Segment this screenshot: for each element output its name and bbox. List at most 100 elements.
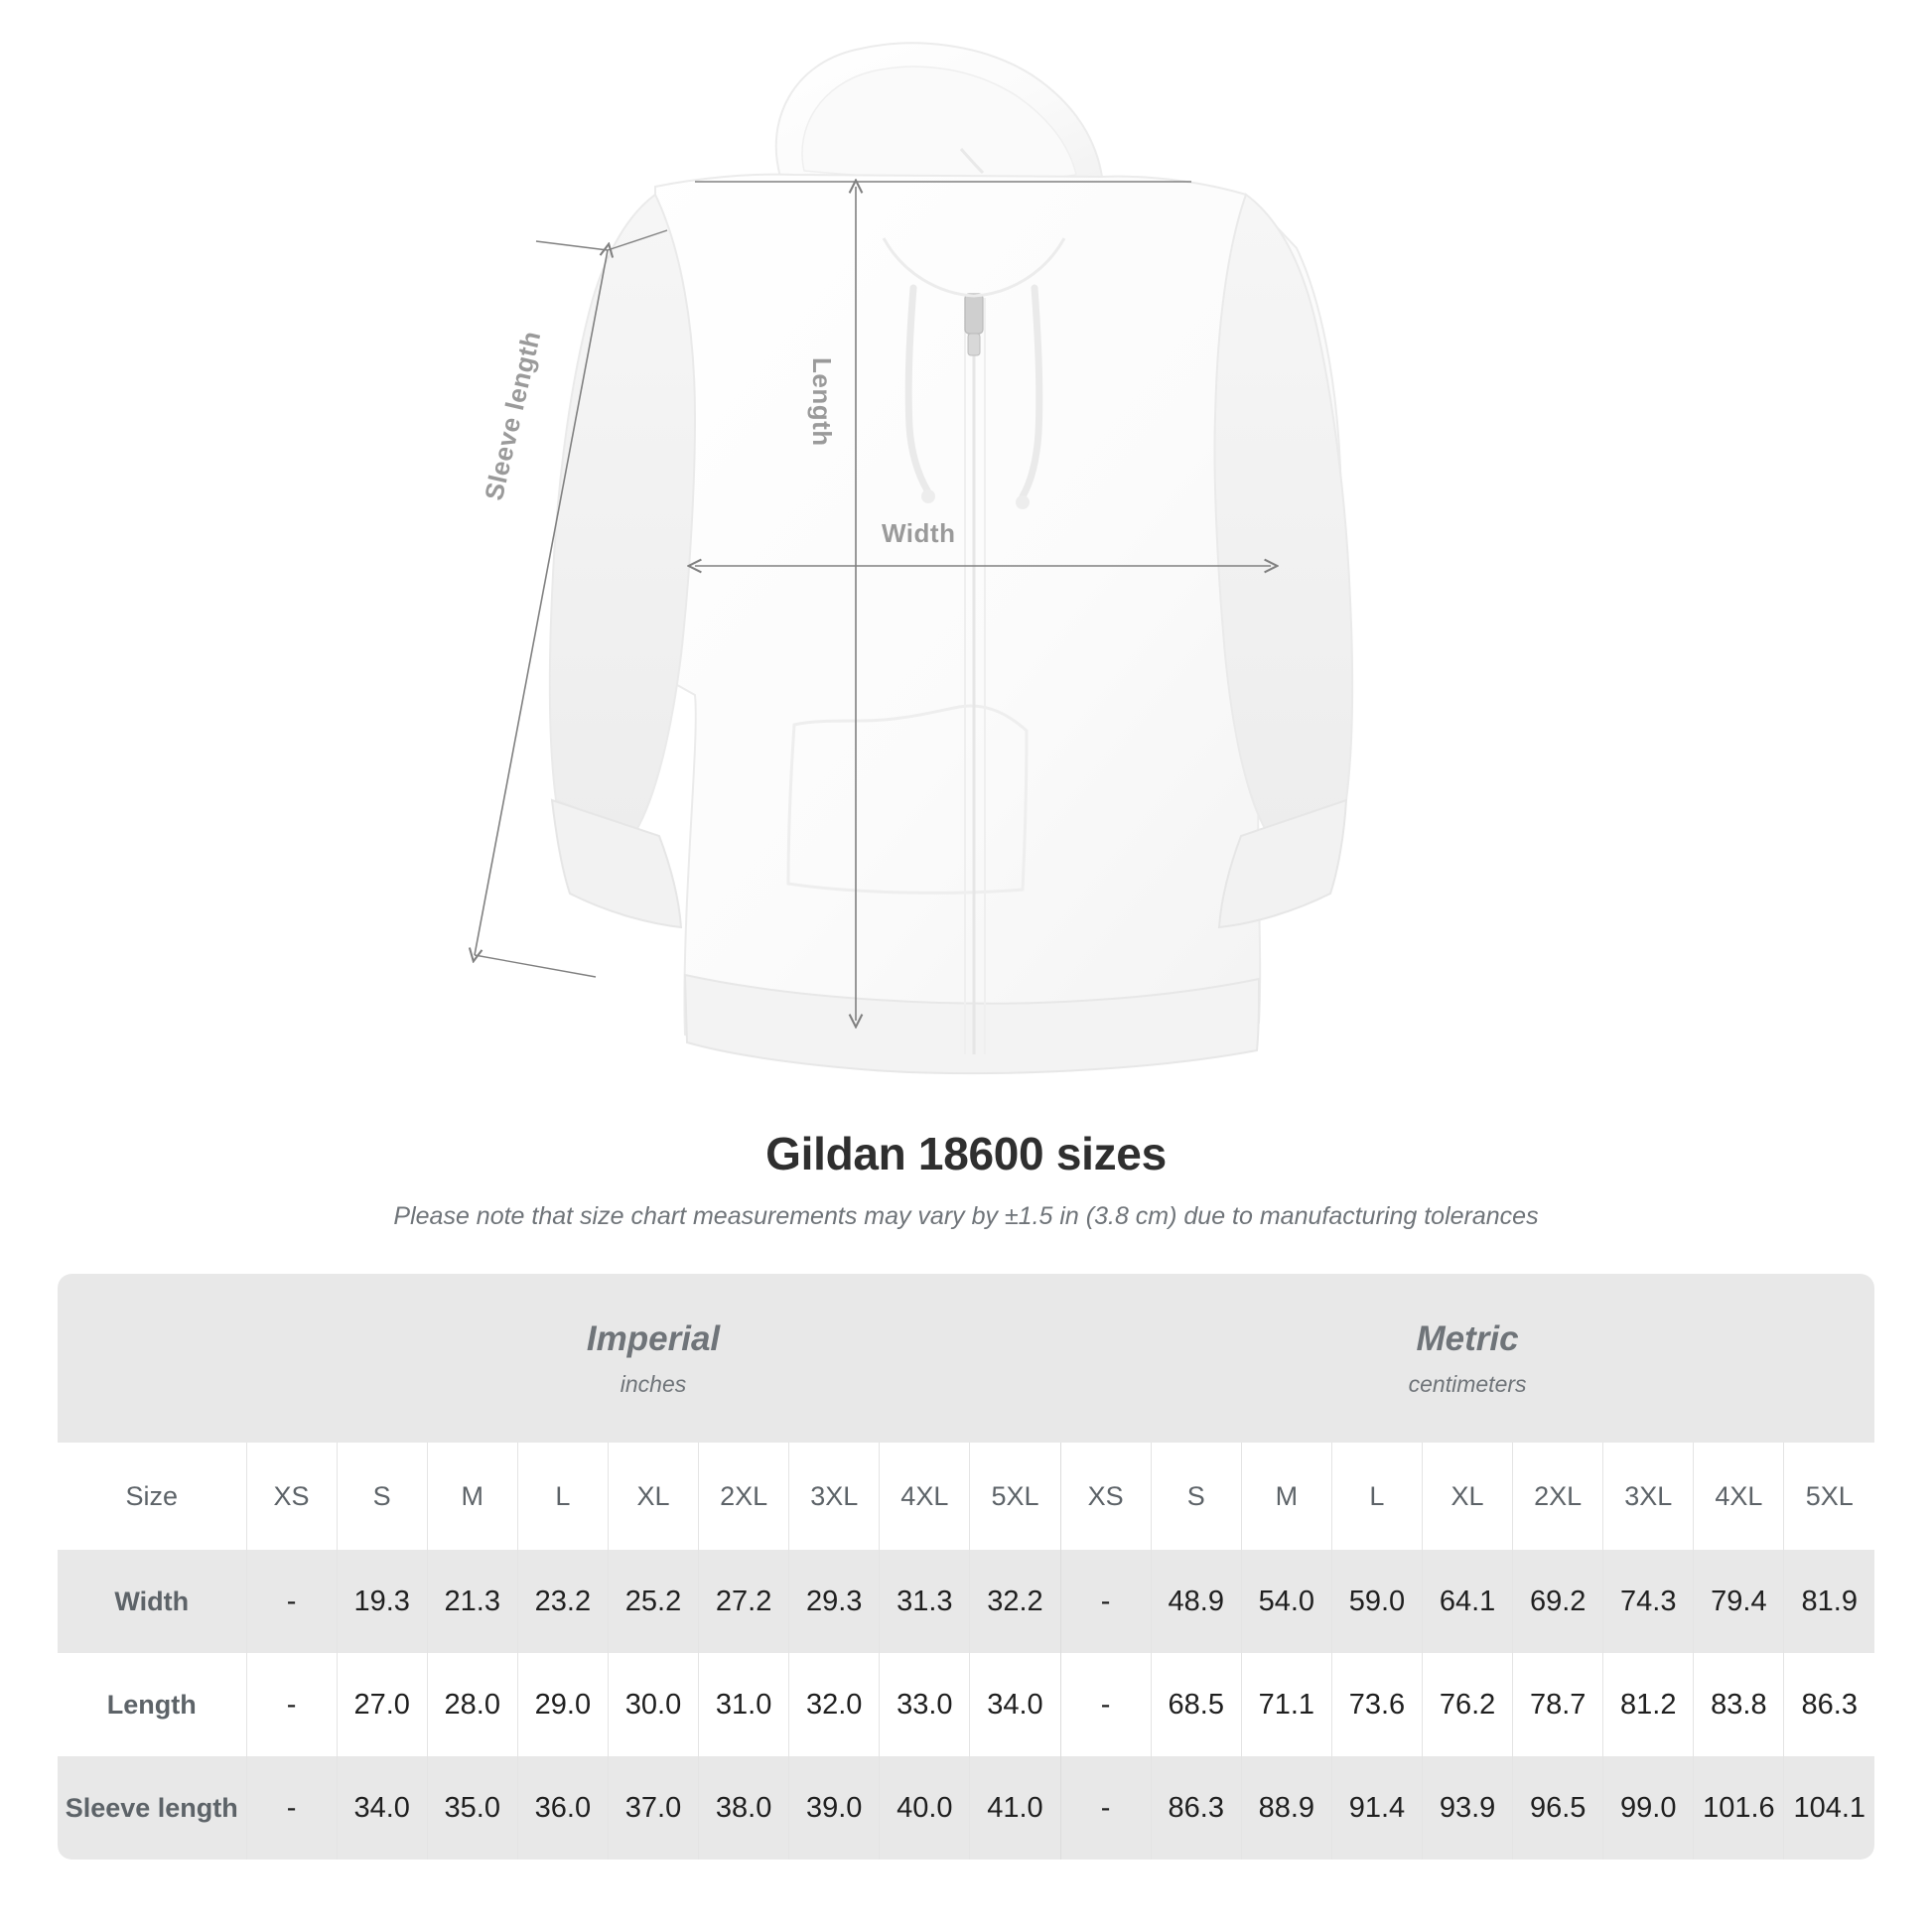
cell-width-imperial-m: 21.3 [426,1550,518,1653]
cell-length-imperial-2xl: 31.0 [698,1653,789,1756]
cell-sleeve-length-metric-3xl: 99.0 [1602,1756,1694,1860]
row-label-length: Length [58,1653,246,1756]
cell-width-metric-xs: - [1059,1550,1152,1653]
cell-width-metric-s: 48.9 [1150,1550,1242,1653]
table-row: Width -19.3 21.3 23.2 25.2 27.2 29.3 31.3 32.2-4… [58,1550,1875,1653]
size-chart-table: Imperial inches Metric centimeters Size XS S M L… [58,1274,1875,1860]
width-dimension-label: Width [882,518,956,548]
length-dimension-label: Length [807,357,837,447]
sleeve-top-tick [607,229,668,251]
cell-sleeve-length-metric-5xl: 104.1 [1783,1756,1875,1860]
cell-width-imperial-xl: 25.2 [607,1550,699,1653]
drawstring-right [1019,284,1043,500]
size-header-metric-4xl: 4XL [1693,1443,1784,1550]
unit-group-subtitle: inches [620,1370,687,1397]
size-header-imperial-m: M [426,1443,518,1550]
table-row: Length -27.0 28.0 29.0 30.0 31.0 32.0 33.0 34.0-… [58,1653,1875,1756]
cell-width-metric-xl: 64.1 [1421,1550,1513,1653]
cell-length-metric-5xl: 86.3 [1783,1653,1875,1756]
cell-length-metric-m: 71.1 [1240,1653,1332,1756]
neckline [882,237,1066,298]
page-title: Gildan 18600 sizes [765,1128,1167,1179]
cell-length-metric-l: 73.6 [1330,1653,1423,1756]
cell-sleeve-length-imperial-xl: 37.0 [607,1756,699,1860]
cell-length-metric-xs: - [1059,1653,1152,1756]
sleeve-right [1213,193,1354,834]
cell-sleeve-length-metric-xs: - [1059,1756,1152,1860]
cell-sleeve-length-metric-l: 91.4 [1330,1756,1423,1860]
row-label-width: Width [58,1550,246,1653]
measurement-guides [475,182,1271,1021]
column-header-row: Size XS S M L XL 2XL 3XL 4XL 5XL XS S M L XL 2XL 3XL 4XL 5… [58,1443,1875,1550]
cell-length-imperial-4xl: 33.0 [879,1653,970,1756]
waistband [683,973,1261,1075]
unit-group-metric: Metric centimeters [1060,1274,1875,1443]
size-header-imperial-3xl: 3XL [788,1443,880,1550]
sleeve-arrow [475,250,608,955]
cell-sleeve-length-metric-xl: 93.9 [1421,1756,1513,1860]
cell-width-imperial-2xl: 27.2 [698,1550,789,1653]
size-header-metric-m: M [1240,1443,1332,1550]
cell-length-metric-4xl: 83.8 [1693,1653,1784,1756]
size-header-imperial-2xl: 2XL [698,1443,789,1550]
title-block: Gildan 18600 sizes Please note that size… [0,1127,1932,1231]
cell-sleeve-length-imperial-s: 34.0 [336,1756,428,1860]
unit-header-spacer [58,1274,246,1443]
pocket [786,704,1029,895]
cell-width-metric-2xl: 69.2 [1512,1550,1603,1653]
unit-header-row: Imperial inches Metric centimeters [58,1274,1875,1443]
cell-sleeve-length-imperial-xs: - [245,1756,338,1860]
unit-group-name: Metric [1416,1318,1519,1358]
hoodie-illustration: Length Width Sleeve length [0,42,1354,1075]
hoodie-garment [548,42,1354,1075]
size-column-header: Size [58,1443,246,1550]
table-row: Sleeve length -34.0 35.0 36.0 37.0 38.0 39.0 40… [58,1756,1875,1860]
sleeve-guide-extension [535,240,609,251]
cell-sleeve-length-imperial-l: 36.0 [516,1756,609,1860]
unit-group-subtitle: centimeters [1408,1370,1527,1397]
size-header-metric-xl: XL [1421,1443,1513,1550]
cell-width-metric-l: 59.0 [1330,1550,1423,1653]
size-header-metric-s: S [1150,1443,1242,1550]
drawstring-left [904,284,931,494]
cell-width-imperial-s: 19.3 [336,1550,428,1653]
hood-seam [959,148,985,175]
cell-length-imperial-m: 28.0 [426,1653,518,1756]
size-chart-table-wrapper: Imperial inches Metric centimeters Size XS S M L… [58,1274,1875,1860]
cell-width-metric-4xl: 79.4 [1693,1550,1784,1653]
sleeve-bottom-tick [474,954,597,978]
cell-width-imperial-5xl: 32.2 [969,1550,1061,1653]
cell-width-imperial-xs: - [245,1550,338,1653]
size-header-imperial-xs: XS [245,1443,338,1550]
size-header-metric-xs: XS [1059,1443,1152,1550]
unit-group-name: Imperial [586,1318,721,1358]
size-header-imperial-xl: XL [607,1443,699,1550]
aglet-right [1016,495,1030,509]
hoodie-svg [0,42,1354,1075]
cell-sleeve-length-imperial-2xl: 38.0 [698,1756,789,1860]
size-header-imperial-s: S [336,1443,428,1550]
cell-sleeve-length-metric-m: 88.9 [1240,1756,1332,1860]
cell-width-imperial-3xl: 29.3 [788,1550,880,1653]
size-header-imperial-l: L [516,1443,609,1550]
cell-length-metric-3xl: 81.2 [1602,1653,1694,1756]
cell-length-imperial-l: 29.0 [516,1653,609,1756]
cuff-right [1217,798,1348,929]
size-header-imperial-4xl: 4XL [879,1443,970,1550]
aglet-left [921,489,935,503]
cell-sleeve-length-imperial-5xl: 41.0 [969,1756,1061,1860]
size-header-metric-3xl: 3XL [1602,1443,1694,1550]
cell-sleeve-length-metric-2xl: 96.5 [1512,1756,1603,1860]
tolerance-note: Please note that size chart measurements… [393,1202,1539,1230]
cell-sleeve-length-imperial-3xl: 39.0 [788,1756,880,1860]
cell-length-metric-s: 68.5 [1150,1653,1242,1756]
size-header-metric-5xl: 5XL [1783,1443,1875,1550]
cell-length-imperial-3xl: 32.0 [788,1653,880,1756]
unit-group-imperial: Imperial inches [246,1274,1061,1443]
cell-length-imperial-5xl: 34.0 [969,1653,1061,1756]
size-header-metric-2xl: 2XL [1512,1443,1603,1550]
sleeve-left [548,193,697,834]
size-header-metric-l: L [1330,1443,1423,1550]
cell-width-imperial-l: 23.2 [516,1550,609,1653]
cell-length-imperial-xs: - [245,1653,338,1756]
